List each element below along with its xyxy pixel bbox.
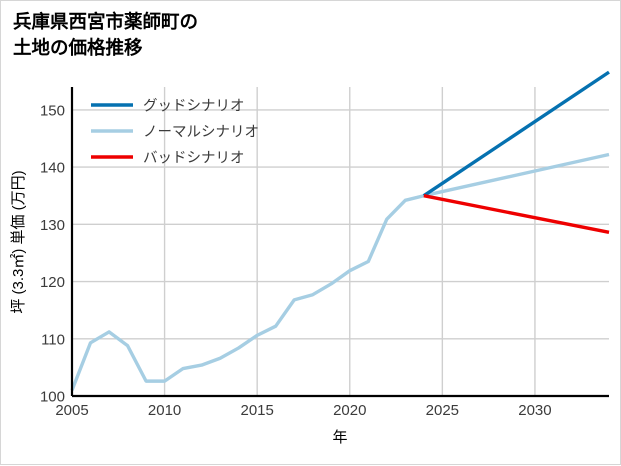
y-tick-label: 110 [41,331,65,348]
legend-label-グッドシナリオ: グッドシナリオ [143,98,245,115]
y-axis-title: 坪 (3.3㎡) 単価 (万円) [10,170,27,313]
x-tick-label: 2030 [518,402,551,419]
series-line-グッドシナリオ [422,70,610,198]
y-tick-label: 150 [40,102,65,119]
x-axis-title: 年 [332,429,347,446]
axes-layer [70,87,609,398]
y-tick-label: 140 [40,160,65,177]
y-tick-labels: 100 110 120 130 140 150 [40,102,65,405]
x-tick-label: 2010 [148,402,181,419]
y-tick-label: 130 [40,217,65,234]
series-line-バッドシナリオ [423,194,610,235]
chart-title: 兵庫県西宮市薬師町の 土地の価格推移 [13,11,199,58]
legend-label-バッドシナリオ: バッドシナリオ [143,151,245,167]
x-tick-label: 2025 [426,402,459,419]
y-tick-label: 120 [40,274,65,291]
x-tick-label: 2020 [333,402,366,419]
x-tick-label: 2005 [55,402,88,419]
x-tick-labels: 2005 2010 2015 2020 2025 2030 [55,402,551,419]
y-tick-label: 100 [40,389,65,406]
data-series-layer [70,70,610,391]
legend-label-ノーマルシナリオ: ノーマルシナリオ [143,125,259,141]
x-tick-label: 2015 [240,402,273,419]
series-line-ノーマルシナリオ [70,152,610,391]
